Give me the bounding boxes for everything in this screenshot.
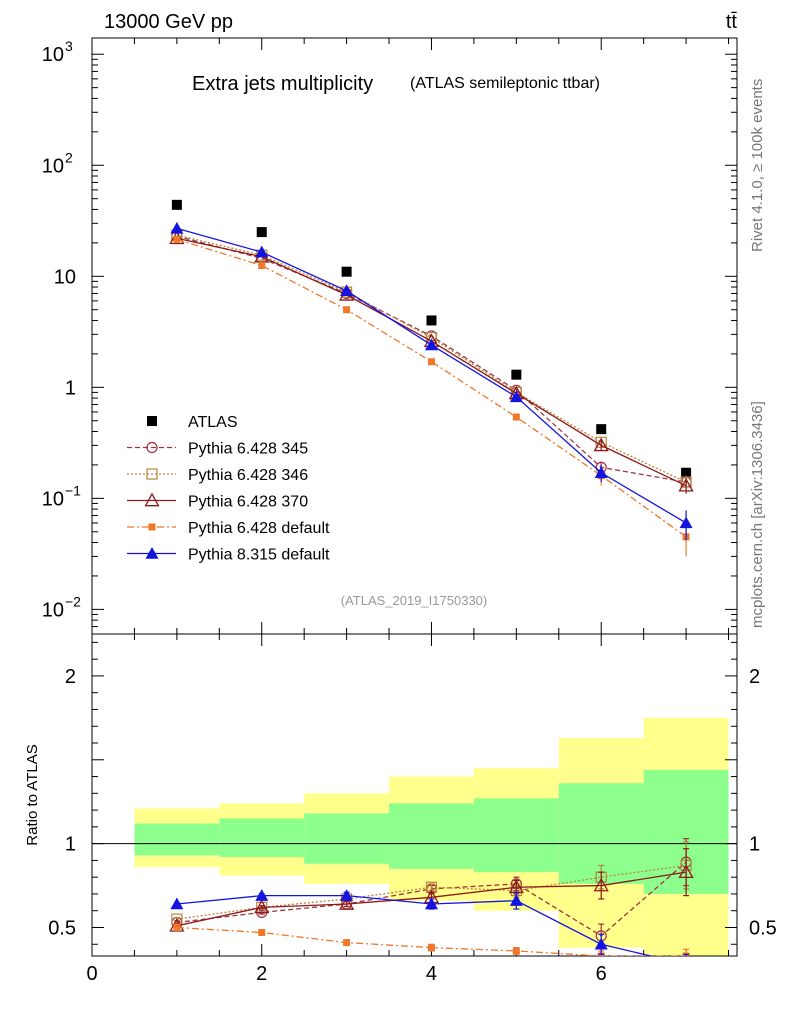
legend: ATLAS Pythia 6.428 345 Pythia 6.428 346 Pyt… (127, 414, 330, 564)
green-band-3 (304, 813, 390, 864)
ratio-point-pythia-6-428-default-3 (343, 939, 351, 947)
legend-marker-pythia-8-315-default (145, 547, 159, 559)
point-pythia-6-428-default-2 (258, 262, 266, 270)
ratio-point-pythia-6-428-default-5 (512, 947, 520, 955)
legend-marker-pythia-6-428-345 (146, 441, 158, 454)
legend-label-pythia-6-428-346: Pythia 6.428 346 (188, 467, 308, 484)
ratio-point-pythia-6-428-default-1 (173, 923, 181, 931)
green-band-5 (473, 798, 559, 873)
series-line-pythia-6-428-default (176, 238, 687, 538)
ratio-point-pythia-8-315-default-5 (509, 894, 523, 906)
point-atlas-1 (171, 199, 182, 210)
legend-label-pythia-6-428-345: Pythia 6.428 345 (188, 441, 308, 458)
ratio-point-pythia-8-315-default-4 (424, 897, 438, 910)
legend-marker-pythia-6-428-370 (144, 492, 160, 507)
point-atlas-3 (341, 266, 352, 277)
ratio-point-pythia-6-428-370-3 (339, 896, 355, 910)
ratio-ylabel: Ratio to ATLAS (24, 744, 41, 845)
ratio-point-pythia-6-428-370-2 (254, 899, 270, 914)
point-pythia-6-428-370-7 (678, 477, 694, 492)
legend-label-atlas: ATLAS (188, 414, 238, 431)
ratio-ytick-label-right: 0.5 (749, 917, 777, 939)
point-pythia-8-315-default-7 (679, 516, 693, 529)
main-ytick-label: 10 (42, 44, 64, 66)
ratio-point-pythia-6-428-370-7 (678, 864, 694, 878)
main-series (169, 199, 694, 557)
energy-label: 13000 GeV pp (104, 11, 233, 33)
main-ytick-label: 1 (65, 377, 76, 399)
main-ytick-label: 10 (42, 599, 64, 621)
x-axis: 0 2 4 6 (86, 38, 730, 985)
point-pythia-8-315-default-5 (509, 390, 523, 403)
ratio-point-pythia-6-428-default-2 (258, 929, 266, 937)
legend-label-pythia-8-315-default: Pythia 8.315 default (188, 547, 330, 564)
ratio-ytick-label-left: 0.5 (48, 917, 76, 939)
legend-marker-pythia-6-428-default (148, 523, 156, 531)
ratio-point-pythia-6-428-370-6 (593, 877, 609, 892)
point-pythia-6-428-default-1 (173, 235, 181, 243)
point-pythia-8-315-default-1 (170, 221, 184, 234)
main-ytick-label: 10 (42, 488, 64, 510)
analysis-id: (ATLAS_2019_I1750330) (341, 593, 487, 608)
point-pythia-8-315-default-6 (594, 466, 608, 478)
xtick-label: 0 (86, 963, 97, 985)
green-band-4 (389, 803, 474, 869)
ratio-point-pythia-8-315-default-1 (170, 897, 184, 910)
ratio-point-pythia-8-315-default-3 (340, 889, 354, 901)
point-pythia-8-315-default-3 (340, 284, 354, 297)
ratio-axes: 0.5 0.5 1 1 2 2 (48, 641, 777, 945)
mcplots-label: mcplots.cern.ch [arXiv:1306.3436] (749, 401, 766, 628)
legend-label-pythia-6-428-370: Pythia 6.428 370 (188, 494, 308, 511)
main-ytick-exponent: −2 (65, 593, 81, 609)
series-line-pythia-6-428-346 (176, 234, 687, 483)
ratio-ytick-label-right: 2 (749, 666, 760, 688)
legend-label-pythia-6-428-default: Pythia 6.428 default (188, 520, 330, 537)
point-atlas-4 (426, 315, 437, 326)
point-pythia-8-315-default-2 (255, 245, 269, 258)
ratio-uncertainty-bands (134, 717, 729, 956)
ratio-ytick-label-right: 1 (749, 834, 760, 856)
ratio-ytick-label-left: 1 (65, 834, 76, 856)
ratio-series (169, 838, 694, 970)
xtick-label: 2 (256, 963, 267, 985)
ratio-point-pythia-8-315-default-6 (594, 937, 608, 950)
process-label: tt̄ (726, 11, 738, 33)
plot-title: Extra jets multiplicity (192, 73, 373, 95)
point-pythia-8-315-default-4 (424, 338, 438, 351)
main-plot-frame (91, 37, 738, 635)
ratio-point-pythia-6-428-default-4 (427, 944, 435, 952)
ratio-point-pythia-8-315-default-7 (680, 958, 693, 970)
main-ytick-exponent: 3 (65, 38, 73, 54)
point-atlas-6 (596, 424, 607, 435)
point-atlas-5 (511, 369, 522, 380)
xtick-label: 6 (596, 963, 607, 985)
ratio-plot-frame (91, 633, 738, 957)
point-pythia-6-428-370-6 (593, 437, 609, 452)
green-band-1 (134, 823, 220, 856)
point-pythia-6-428-default-4 (427, 358, 435, 366)
legend-marker-pythia-6-428-346 (146, 468, 158, 480)
point-atlas-7 (681, 467, 692, 478)
point-pythia-6-428-default-5 (512, 413, 520, 421)
point-atlas-2 (256, 227, 267, 238)
point-pythia-6-428-default-3 (343, 306, 351, 314)
ratio-ytick-label-left: 2 (65, 666, 76, 688)
main-ytick-label: 10 (42, 155, 64, 177)
xtick-label: 4 (426, 963, 437, 985)
plot-subtitle: (ATLAS semileptonic ttbar) (410, 75, 600, 92)
ratio-point-pythia-8-315-default-2 (255, 889, 269, 901)
rivet-label: Rivet 4.1.0, ≥ 100k events (749, 79, 766, 252)
main-ytick-exponent: 2 (65, 149, 73, 165)
main-ytick-label: 10 (54, 266, 76, 288)
green-band-2 (219, 818, 305, 858)
legend-marker-atlas (147, 416, 157, 426)
main-ytick-exponent: −1 (65, 482, 81, 498)
